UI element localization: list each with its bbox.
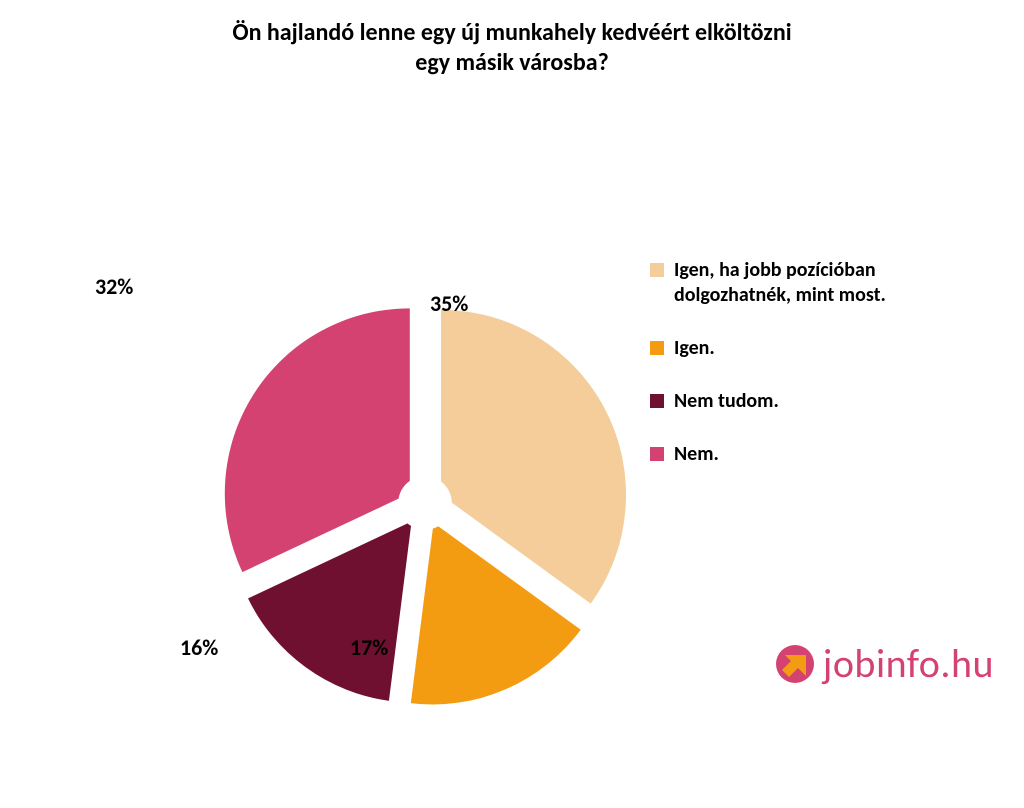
logo-arrow-icon — [773, 642, 817, 686]
slice-label-0: 35% — [430, 290, 468, 317]
logo-text: jobinfo.hu — [823, 639, 994, 688]
chart-title: Ön hajlandó lenne egy új munkahely kedvé… — [0, 0, 1024, 78]
legend-swatch-1 — [650, 341, 664, 355]
brand-logo: jobinfo.hu — [773, 639, 994, 688]
legend-swatch-0 — [650, 263, 664, 277]
legend-item: Igen, ha jobb pozícióban dolgozhatnék, m… — [650, 258, 1000, 308]
legend-item: Igen. — [650, 336, 1000, 361]
legend: Igen, ha jobb pozícióban dolgozhatnék, m… — [650, 258, 1000, 495]
legend-label-2: Nem tudom. — [674, 389, 779, 414]
legend-label-1: Igen. — [674, 336, 715, 361]
legend-label-0: Igen, ha jobb pozícióban dolgozhatnék, m… — [674, 258, 974, 308]
slice-label-2: 16% — [180, 634, 218, 661]
legend-item: Nem. — [650, 442, 1000, 467]
legend-label-3: Nem. — [674, 442, 719, 467]
slice-label-1: 17% — [350, 634, 388, 661]
legend-swatch-2 — [650, 394, 664, 408]
slice-label-3: 32% — [95, 273, 133, 300]
pie-hub — [398, 476, 452, 530]
pie-chart — [120, 198, 730, 808]
legend-item: Nem tudom. — [650, 389, 1000, 414]
legend-swatch-3 — [650, 447, 664, 461]
chart-stage: 35% 17% 16% 32% Igen, ha jobb pozícióban… — [0, 78, 1024, 698]
